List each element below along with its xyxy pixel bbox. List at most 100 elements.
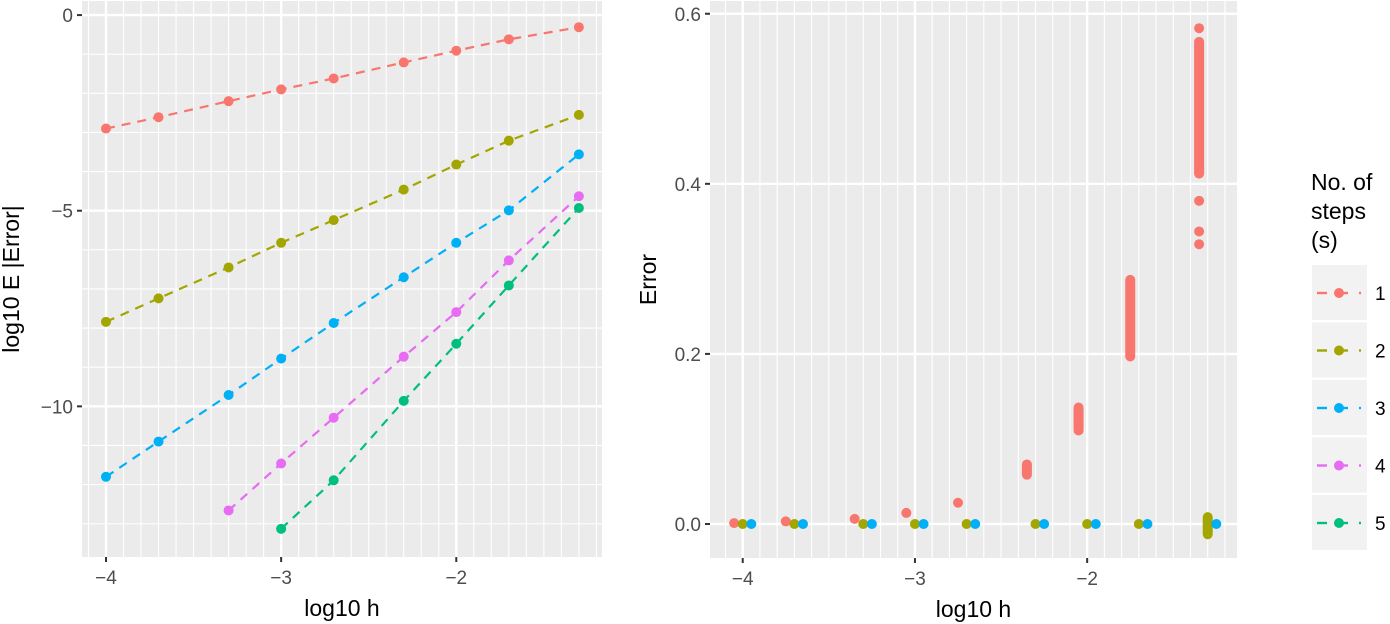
series-3-point [1090,518,1101,529]
series-2-point [1082,518,1093,529]
legend-title: (s) [1311,227,1338,253]
series-1-point [1194,195,1205,206]
series-3-point [223,390,234,401]
series-4-point [503,255,514,266]
legend: No. of steps (s) 1 2 3 4 5 [1311,169,1386,550]
series-3-point [503,205,514,216]
series-3-point [798,518,808,529]
series-2-point [858,518,869,529]
x-tick-label: −3 [904,569,926,590]
series-5-point [276,523,287,534]
series-3-point [866,518,877,529]
panel-background [710,1,1237,558]
series-2-point [909,518,920,529]
series-3-point [1039,518,1050,529]
y-tick-label: −10 [41,397,73,418]
series-4-point [223,505,234,516]
series-3-point [573,149,584,160]
x-tick-label: −4 [95,568,117,589]
series-1-point [100,123,111,134]
series-5-point [573,202,584,213]
series-1-point [328,73,339,84]
series-1-point [503,34,514,45]
series-1-point [153,112,164,123]
right-plot-panel: −4 −3 −2 0.0 0.2 0.4 0.6 log10 h Error [635,1,1237,622]
series-2-point [153,293,164,304]
series-1-point [901,507,912,518]
series-1-point [1194,239,1205,250]
series-2-point [328,215,339,226]
series-4-point [451,307,462,318]
y-tick-label: 0 [62,6,73,27]
series-2-point [1030,518,1041,529]
legend-key-point [1334,460,1344,471]
legend-key-point [1334,518,1344,528]
series-2-point [276,237,287,248]
series-1-point [451,45,462,56]
series-5-line [280,207,580,530]
series-5-point [328,475,339,486]
series-3-point [1211,518,1222,529]
series-1-point [223,96,234,107]
series-1-point [276,84,287,95]
series-5-point [503,280,514,291]
series-2-point [1133,518,1144,529]
y-tick-label: 0.2 [675,345,701,366]
series-4-point [398,351,409,362]
series-3-point [153,436,164,447]
series-1-point [398,57,409,68]
series-2-point [100,316,111,327]
y-tick-label: 0.6 [675,5,701,26]
series-3-point [746,518,757,529]
series-4-point [573,191,584,202]
legend-label: 3 [1375,399,1386,420]
series-2-point [398,184,409,195]
series-3-point [100,471,111,482]
series-2-point [451,159,462,170]
legend-label: 1 [1375,284,1386,305]
x-axis-title: log10 h [936,596,1011,622]
legend-label: 4 [1375,457,1386,478]
series-3-point [276,353,287,364]
y-axis-title: Error [635,254,661,305]
series-2-point [961,518,972,529]
legend-key-point [1334,288,1344,298]
series-3-point [398,272,409,283]
series-2-point [789,518,800,529]
legend-title: steps [1311,198,1366,224]
left-plot-panel: −4 −3 −2 0 −5 −10 log10 h log10 E |Error| [0,1,602,621]
legend-key-point [1334,345,1344,356]
series-1-point [953,497,963,508]
series-2-line [105,113,580,323]
series-4-point [328,412,339,423]
x-tick-label: −4 [732,569,754,590]
series-3-point [1142,518,1153,529]
series-5-point [451,338,462,349]
x-axis-title: log10 h [304,595,379,621]
series-2-point [503,135,514,146]
series-2-point [223,262,234,273]
y-tick-label: 0.4 [675,175,702,196]
x-tick-label: −3 [270,568,292,589]
series-2-point [737,518,748,529]
series-1-point [1194,226,1205,237]
y-axis-title: log10 E |Error| [0,205,24,352]
series-1-point [849,513,860,524]
series-5-point [398,395,409,406]
x-tick-label: −2 [445,568,467,589]
series-3-point [451,237,462,248]
series-1-point [1194,23,1205,34]
y-tick-label: 0.0 [675,515,701,536]
series-3-point [328,318,339,329]
series-4-point [276,458,287,469]
y-tick-label: −5 [51,202,73,223]
series-1-point [780,516,791,527]
legend-title: No. of [1311,169,1373,195]
legend-label: 2 [1375,342,1386,363]
series-1-point [729,518,740,529]
series-2-point [573,109,584,120]
series-1-point [573,22,584,33]
legend-key-point [1334,403,1344,413]
x-tick-label: −2 [1076,569,1098,590]
